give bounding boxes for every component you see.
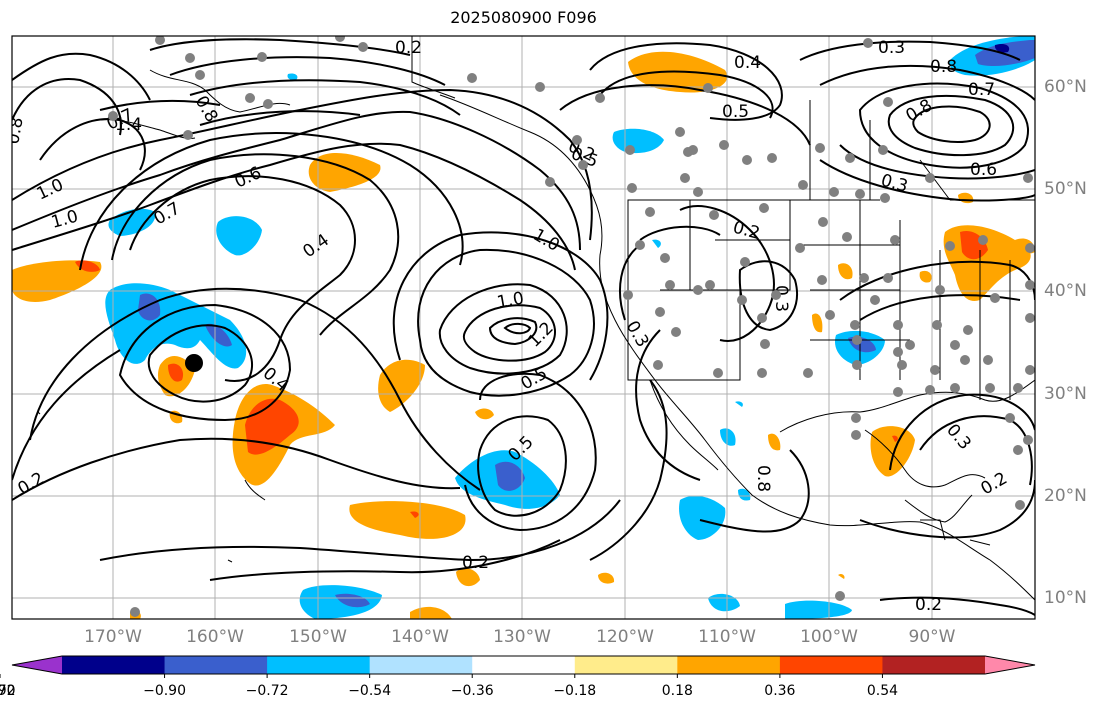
- lat-label: 50°N: [1044, 179, 1087, 199]
- colorbar-swatch: [62, 656, 166, 674]
- contour-label: 0.7: [968, 80, 995, 100]
- lat-label: 20°N: [1044, 486, 1087, 506]
- colorbar-swatch: [779, 656, 883, 674]
- colorbar-swatch: [882, 656, 986, 674]
- lon-label: 110°W: [698, 627, 756, 647]
- contour-label: 0.5: [722, 102, 749, 122]
- colorbar-tick-label: 0.36: [764, 683, 796, 699]
- contour-label: 0.2: [915, 595, 942, 615]
- colorbar-swatch: [472, 656, 576, 674]
- colorbar-tick-label: −0.54: [348, 683, 392, 699]
- contour-label: 0.2: [395, 38, 422, 58]
- contour-label: 0.4: [734, 53, 761, 73]
- colorbar-tick-label: 0.54: [866, 683, 899, 699]
- storm-center-marker: [185, 354, 203, 372]
- lon-label: 90°W: [908, 627, 956, 647]
- colorbar-swatch: [574, 656, 678, 674]
- lon-label: 160°W: [186, 627, 244, 647]
- colorbar-swatch: [267, 656, 371, 674]
- lat-label: 60°N: [1044, 77, 1087, 97]
- colorbar-tick-label: 0.18: [661, 683, 693, 699]
- station-markers: [108, 36, 1035, 617]
- colorbar-outline: [11, 655, 1036, 675]
- contour-label: 0.8: [930, 57, 957, 77]
- colorbar-tick-label: −0.18: [553, 683, 597, 699]
- contour-label: 0.2: [462, 553, 489, 573]
- lat-label: 10°N: [1044, 588, 1087, 608]
- lon-label: 100°W: [800, 627, 858, 647]
- lat-label: 30°N: [1044, 384, 1087, 404]
- contour-label: 0.6: [970, 160, 997, 180]
- contour-label: 0.8: [753, 465, 773, 492]
- lon-label: 170°W: [84, 627, 142, 647]
- colorbar-tick-label: −0.36: [450, 683, 494, 699]
- colorbar-tick-label: −0.72: [245, 683, 289, 699]
- contour-label: 1.4: [115, 115, 142, 135]
- lon-label: 140°W: [391, 627, 449, 647]
- lon-label: 150°W: [289, 627, 347, 647]
- colorbar-extend-low: [12, 656, 62, 674]
- colorbar-tick-label: 0.90: [0, 683, 16, 699]
- colorbar-swatch: [677, 656, 781, 674]
- colorbar-swatch: [164, 656, 268, 674]
- contour-label: 0.3: [878, 38, 905, 58]
- lon-label: 120°W: [596, 627, 654, 647]
- colorbar-tick-label: 0.72: [0, 683, 16, 699]
- colorbar-swatches: [11, 655, 1036, 675]
- lon-label: 130°W: [493, 627, 551, 647]
- height-contours: [12, 38, 1035, 616]
- lat-label: 40°N: [1044, 281, 1087, 301]
- contour-label: 1.0: [495, 289, 525, 313]
- colorbar-extend-high: [985, 656, 1035, 674]
- colorbar-swatch: [369, 656, 473, 674]
- map-title: 2025080900 F096: [450, 8, 597, 27]
- contour-label: 0.8: [3, 116, 27, 146]
- colorbar-tick-label: −0.90: [143, 683, 186, 699]
